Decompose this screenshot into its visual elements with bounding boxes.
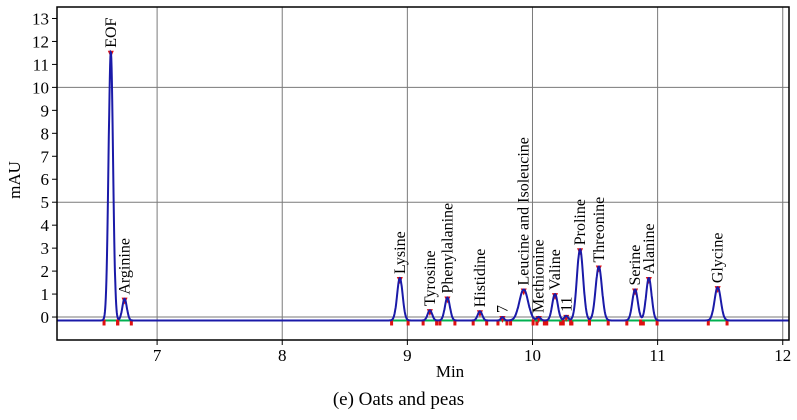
peak-edge-marker xyxy=(655,319,659,326)
y-tick-label: 7 xyxy=(41,147,50,166)
y-tick-label: 4 xyxy=(41,216,50,235)
y-tick-label: 10 xyxy=(32,78,49,97)
peak-edge-marker xyxy=(505,319,509,326)
y-tick-label: 0 xyxy=(41,308,50,327)
x-tick-label: 7 xyxy=(153,346,162,365)
peak-edge-marker xyxy=(496,319,500,326)
y-tick-label: 2 xyxy=(41,262,50,281)
peak-edge-marker xyxy=(102,319,106,326)
y-tick-label: 8 xyxy=(41,124,50,143)
peak-label: Glycine xyxy=(710,233,727,284)
peak-edge-marker xyxy=(569,319,573,326)
peak-edge-marker xyxy=(531,319,535,326)
peak-edge-marker xyxy=(390,319,394,326)
peak-label: Serine xyxy=(627,245,644,286)
peak-edge-marker xyxy=(116,319,120,326)
x-axis-label: Min xyxy=(436,362,465,381)
y-tick-label: 12 xyxy=(32,32,49,51)
peak-edge-marker xyxy=(438,319,442,326)
peak-label: Lysine xyxy=(392,231,409,274)
peak-edge-marker xyxy=(625,319,629,326)
peak-label: Arginine xyxy=(117,238,134,295)
x-tick-label: 12 xyxy=(774,346,791,365)
peak-edge-marker xyxy=(706,319,710,326)
peak-edge-marker xyxy=(435,319,439,326)
peak-label: Leucine and Isoleucine xyxy=(516,137,533,285)
peak-edge-marker xyxy=(639,319,643,326)
peak-edge-marker xyxy=(542,319,546,326)
y-axis-label: mAU xyxy=(5,161,24,199)
peak-labels: EOF Arginine Lysine Tyrosine Phenylalanine Hi… xyxy=(103,17,727,313)
y-tick-label: 6 xyxy=(41,170,50,189)
y-tick-label: 5 xyxy=(41,193,50,212)
peak-edge-marker xyxy=(406,319,410,326)
peak-label: Proline xyxy=(572,199,589,245)
peak-label: Threonine xyxy=(591,197,608,263)
y-tick-label: 1 xyxy=(41,285,50,304)
peak-edge-marker xyxy=(725,319,729,326)
signal-trace xyxy=(57,49,789,322)
peak-label: Histidine xyxy=(472,249,489,308)
peak-label: EOF xyxy=(103,17,120,47)
y-tick-label: 3 xyxy=(41,239,50,258)
plot-frame xyxy=(56,6,790,341)
figure-caption: (e) Oats and peas xyxy=(332,389,465,410)
peak-edge-marker xyxy=(129,319,133,326)
peak-label: Tyrosine xyxy=(422,250,439,306)
peak-label: 11 xyxy=(558,296,575,311)
x-axis-ticks: 7 8 9 10 11 12 xyxy=(153,340,791,365)
peak-edge-marker xyxy=(559,319,563,326)
y-tick-label: 13 xyxy=(32,9,49,28)
peak-edge-marker xyxy=(453,319,457,326)
peak-label: Phenylalanine xyxy=(439,203,456,294)
peak-edge-marker xyxy=(587,319,591,326)
peak-label: Valine xyxy=(547,249,564,290)
peak-label: 7 xyxy=(494,305,511,313)
peak-edge-marker xyxy=(561,319,565,326)
peak-label: Alanine xyxy=(641,223,658,274)
peak-edge-marker xyxy=(545,319,549,326)
peak-edge-marker xyxy=(535,319,539,326)
y-tick-label: 11 xyxy=(33,55,49,74)
peak-edge-marker xyxy=(641,319,645,326)
peak-edge-marker xyxy=(485,319,489,326)
x-tick-label: 9 xyxy=(403,346,412,365)
x-tick-label: 10 xyxy=(524,346,541,365)
peak-label: Methionine xyxy=(531,239,548,313)
peak-edge-marker xyxy=(421,319,425,326)
y-tick-label: 9 xyxy=(41,101,50,120)
grid-lines xyxy=(57,7,789,340)
peak-edge-marker xyxy=(471,319,475,326)
x-tick-label: 8 xyxy=(278,346,287,365)
peak-edge-marker xyxy=(509,319,513,326)
x-tick-label: 11 xyxy=(649,346,665,365)
peak-edge-marker xyxy=(606,319,610,326)
